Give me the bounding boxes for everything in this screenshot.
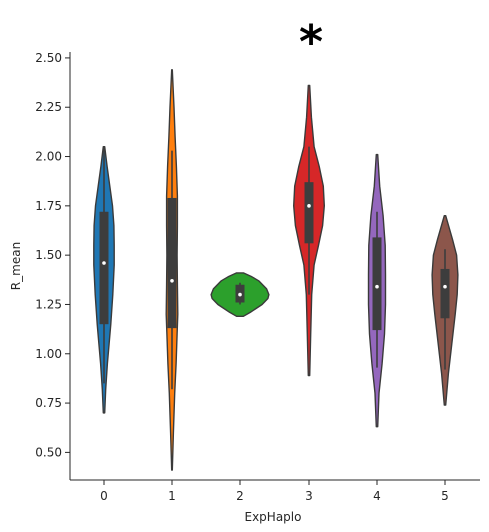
violin-box	[304, 182, 314, 244]
y-tick-label: 1.75	[35, 199, 62, 213]
violin-box	[167, 197, 177, 329]
violin-median	[375, 284, 379, 289]
violin-2	[210, 272, 270, 317]
violin-median	[238, 292, 242, 297]
violin-median	[102, 261, 106, 265]
violin-5	[431, 215, 459, 406]
significance-annotation: *	[299, 15, 323, 69]
x-tick-label: 1	[168, 489, 176, 503]
y-tick-label: 0.75	[35, 396, 62, 410]
violin-median	[170, 278, 174, 283]
y-tick-label: 1.00	[35, 347, 62, 361]
violin-3	[293, 84, 325, 377]
y-tick-label: 2.25	[35, 100, 62, 114]
violin-box	[440, 268, 450, 319]
violins-group	[93, 69, 459, 471]
x-ticks: 0 1 2 3 4 5	[100, 480, 449, 503]
y-ticks: 0.50 0.75 1.00 1.25 1.50 1.75 2.00 2.25 2.50	[35, 51, 70, 459]
x-tick-label: 3	[305, 489, 313, 503]
x-tick-label: 5	[441, 489, 449, 503]
violin-box	[99, 211, 109, 325]
y-tick-label: 1.50	[35, 248, 62, 262]
violin-median	[307, 204, 311, 208]
y-tick-label: 2.00	[35, 150, 62, 164]
y-tick-label: 0.50	[35, 445, 62, 459]
x-axis-label: ExpHaplo	[245, 510, 302, 524]
x-tick-label: 2	[236, 489, 244, 503]
violin-median	[443, 284, 447, 289]
violin-0	[93, 146, 115, 414]
x-tick-label: 0	[100, 489, 108, 503]
y-tick-label: 2.50	[35, 51, 62, 65]
x-tick-label: 4	[373, 489, 381, 503]
violin-4	[367, 153, 387, 428]
y-tick-label: 1.25	[35, 297, 62, 311]
violin-box	[372, 237, 382, 331]
y-axis-label: R_mean	[9, 242, 23, 290]
violin-1	[165, 69, 179, 471]
